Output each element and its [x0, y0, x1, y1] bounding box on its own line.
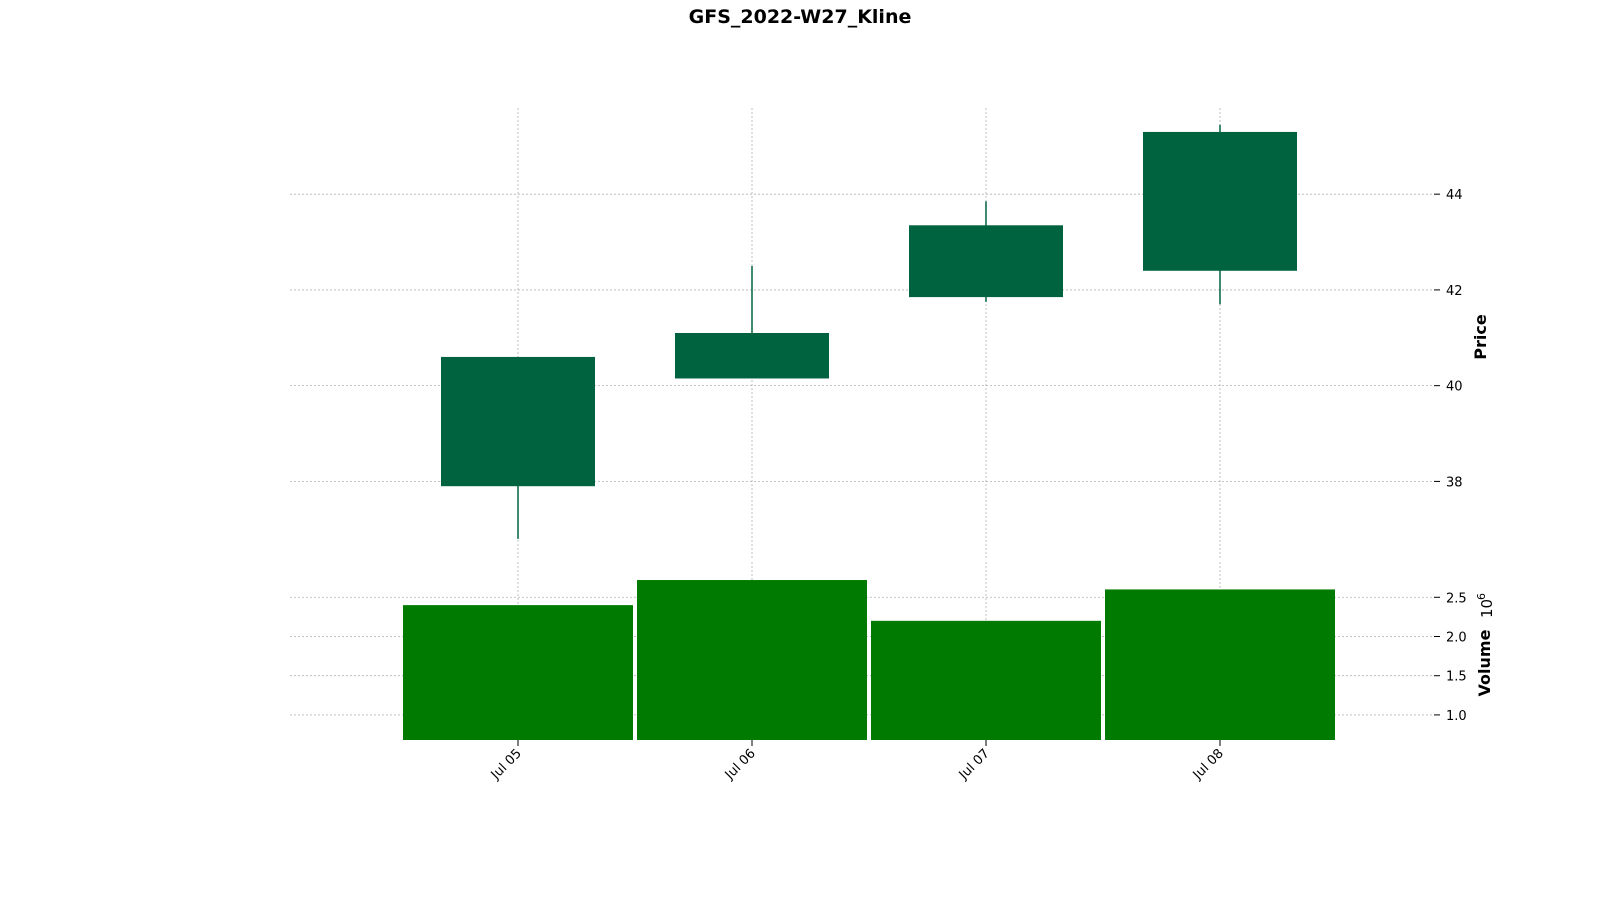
volume-multiplier: 10 6: [1475, 593, 1496, 618]
volume-bar: [871, 620, 1101, 740]
volume-multiplier-exponent: 6: [1475, 593, 1488, 600]
candle-body: [441, 356, 595, 487]
candle-body: [909, 225, 1063, 298]
chart-title: GFS_2022-W27_Kline: [689, 6, 912, 28]
volume-tick-label: 1.0: [1446, 709, 1467, 724]
candle-body: [1143, 131, 1297, 271]
x-tick-label: Jul 08: [1190, 746, 1227, 783]
volume-tick-label: 2.0: [1446, 630, 1467, 645]
price-tick-label: 38: [1446, 475, 1463, 490]
price-axis: 38 40 42 44: [1434, 188, 1463, 490]
price-axis-label: Price: [1471, 314, 1490, 360]
candle-body: [675, 333, 829, 379]
volume-bar: [403, 605, 633, 740]
x-tick-label: Jul 05: [488, 746, 525, 783]
volume-axis-label: Volume: [1475, 629, 1494, 696]
x-tick-label: Jul 06: [722, 746, 759, 783]
volume-bar: [637, 580, 867, 740]
price-tick-label: 42: [1446, 284, 1463, 299]
candles-layer: [441, 124, 1297, 539]
x-axis: Jul 05 Jul 06 Jul 07 Jul 08: [488, 740, 1227, 783]
volume-tick-label: 1.5: [1446, 670, 1467, 685]
volume-axis: 1.0 1.5 2.0 2.5: [1434, 591, 1467, 724]
volume-tick-label: 2.5: [1446, 591, 1467, 606]
price-tick-label: 40: [1446, 380, 1463, 395]
x-tick-label: Jul 07: [956, 746, 993, 783]
volume-multiplier-base: 10: [1478, 599, 1496, 618]
price-tick-label: 44: [1446, 188, 1463, 203]
volume-layer: [403, 580, 1335, 740]
volume-bar: [1105, 589, 1335, 740]
